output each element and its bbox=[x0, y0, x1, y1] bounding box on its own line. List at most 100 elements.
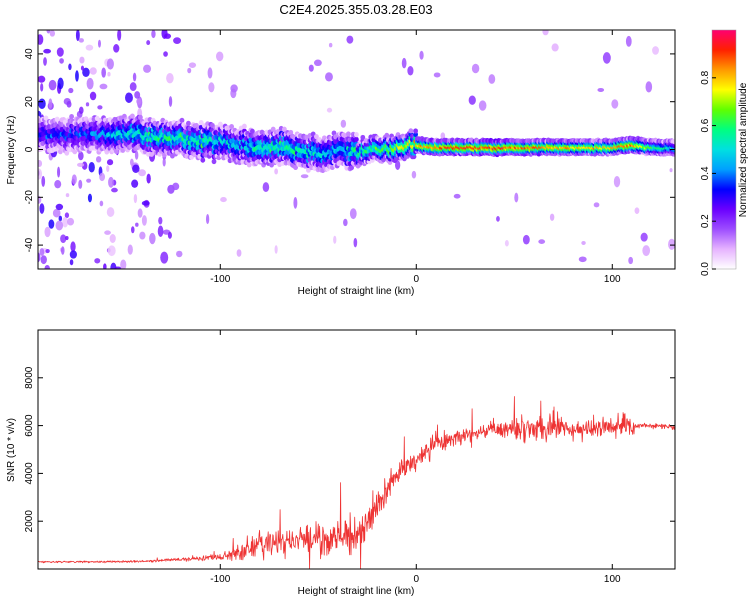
spectrogram-noise-cell bbox=[39, 248, 45, 256]
spectrogram-noise-cell bbox=[163, 33, 172, 39]
spectrogram-noise-cell bbox=[488, 74, 496, 84]
spectrogram-noise-cell bbox=[103, 263, 107, 269]
spectrogram-noise-cell bbox=[120, 259, 127, 269]
spectrogram-noise-cell bbox=[625, 35, 632, 47]
spectrogram-noise-cell bbox=[236, 249, 242, 257]
spectrogram-ridge-cell bbox=[413, 128, 418, 134]
spectrogram-noise-cell bbox=[69, 250, 77, 259]
spectrogram-noise-cell bbox=[176, 250, 183, 258]
spectrogram-noise-cell bbox=[440, 132, 446, 140]
spectrogram-noise-cell bbox=[68, 63, 72, 71]
spectrogram-noise-cell bbox=[149, 232, 156, 245]
snr-xtick-label: 0 bbox=[413, 574, 419, 585]
spectrogram-noise-cell bbox=[645, 81, 653, 93]
spectrogram-noise-cell bbox=[187, 67, 192, 74]
spectrogram-noise-cell bbox=[346, 35, 354, 44]
spectrogram-ridge-cell bbox=[384, 132, 390, 138]
spectrogram-noise-cell bbox=[40, 83, 44, 92]
spectrogram-noise-cell bbox=[146, 173, 151, 184]
spectrogram-noise-cell bbox=[109, 234, 116, 243]
spectrogram-noise-cell bbox=[59, 58, 64, 64]
spectrogram-noise-cell bbox=[48, 98, 53, 109]
spectrogram-noise-cell bbox=[137, 208, 143, 218]
spectrogram-noise-cell bbox=[125, 92, 133, 103]
spectrogram-noise-cell bbox=[160, 251, 169, 264]
spectrogram-noise-cell bbox=[151, 30, 156, 39]
colorbar-label: Normalized spectral amplitude bbox=[738, 82, 749, 217]
spectrogram-noise-cell bbox=[38, 159, 43, 168]
spectrogram-noise-cell bbox=[433, 72, 441, 78]
spectrogram-noise-cell bbox=[88, 161, 95, 173]
spectrogram-noise-cell bbox=[134, 150, 139, 160]
spectrogram-noise-cell bbox=[551, 43, 559, 52]
spectrogram-noise-cell bbox=[107, 71, 111, 77]
spectrogram-noise-cell bbox=[106, 207, 115, 218]
spectrogram-noise-cell bbox=[80, 65, 85, 71]
spectrogram-noise-cell bbox=[106, 165, 110, 173]
spectrogram-noise-cell bbox=[60, 246, 65, 255]
spectrogram-noise-cell bbox=[208, 82, 215, 93]
spectrogram-noise-cell bbox=[99, 172, 106, 182]
spectrogram-noise-cell bbox=[593, 202, 600, 208]
spectrogram-noise-cell bbox=[496, 215, 500, 222]
spectrogram-noise-cell bbox=[158, 216, 163, 225]
spectrogram-noise-cell bbox=[138, 169, 146, 177]
spectrogram-noise-cell bbox=[127, 244, 133, 255]
colorbar-tick-label: 0.6 bbox=[700, 118, 711, 132]
spectrogram-noise-cell bbox=[86, 77, 94, 90]
spectrogram-noise-cell bbox=[328, 42, 333, 48]
spectrogram-noise-cell bbox=[172, 182, 180, 191]
spectrogram-noise-cell bbox=[340, 119, 347, 128]
spectrogram-noise-cell bbox=[602, 52, 611, 64]
spectrogram-noise-cell bbox=[78, 179, 83, 189]
spectrogram-noise-cell bbox=[349, 208, 357, 220]
spectrogram-noise-cell bbox=[60, 234, 67, 243]
spectrogram-noise-cell bbox=[157, 225, 164, 237]
spectrogram-xtick-label: 100 bbox=[604, 274, 621, 285]
spectrogram-noise-cell bbox=[207, 67, 213, 79]
spectrogram-noise-cell bbox=[205, 213, 210, 225]
spectrogram-ridge-cell bbox=[200, 157, 206, 163]
spectrogram-ridge-cell bbox=[360, 134, 366, 141]
spectrogram-noise-cell bbox=[129, 82, 137, 92]
spectrogram-noise-cell bbox=[85, 44, 94, 51]
spectrogram-noise-cell bbox=[131, 226, 135, 234]
spectrogram-ridge-cell bbox=[354, 132, 359, 138]
spectrogram-noise-cell bbox=[313, 59, 322, 67]
spectrogram-noise-cell bbox=[453, 193, 461, 199]
snr-xlabel: Height of straight line (km) bbox=[298, 586, 415, 597]
spectrogram-noise-cell bbox=[578, 256, 587, 263]
spectrogram-noise-cell bbox=[542, 30, 549, 36]
spectrogram-noise-cell bbox=[669, 168, 673, 173]
spectrogram-noise-cell bbox=[64, 212, 70, 219]
snr-plot-area bbox=[38, 330, 675, 569]
chart-title: C2E4.2025.355.03.28.E03 bbox=[279, 2, 432, 17]
spectrogram-ridge-cell bbox=[198, 120, 204, 126]
spectrogram-noise-cell bbox=[95, 156, 102, 163]
spectrogram-ridge-cell bbox=[349, 165, 354, 171]
spectrogram-noise-cell bbox=[634, 207, 640, 214]
spectrogram-noise-cell bbox=[141, 215, 147, 226]
spectrogram-noise-cell bbox=[78, 151, 84, 161]
spectrogram-noise-cell bbox=[407, 66, 414, 76]
spectrogram-noise-cell bbox=[166, 72, 174, 84]
snr-frame bbox=[37, 329, 676, 570]
spectrogram-noise-cell bbox=[478, 100, 487, 111]
spectrogram-noise-cell bbox=[353, 237, 358, 248]
snr-panel: -100 0 100 2000 4000 6000 8000 Height of strai… bbox=[6, 329, 676, 597]
spectrogram-noise-cell bbox=[143, 64, 152, 73]
spectrogram-noise-cell bbox=[87, 193, 93, 203]
spectrogram-noise-cell bbox=[188, 62, 197, 68]
snr-xtick-label: -100 bbox=[210, 574, 230, 585]
spectrogram-noise-cell bbox=[395, 160, 401, 170]
spectrogram-ytick-label: -20 bbox=[24, 190, 35, 205]
spectrogram-noise-cell bbox=[70, 241, 76, 252]
spectrogram-noise-cell bbox=[131, 179, 139, 188]
spectrogram-ridge-cell bbox=[130, 113, 135, 119]
spectrogram-noise-cell bbox=[628, 256, 634, 265]
spectrogram-panel: -100 0 100 -40 -20 0 20 40 Height of straight l… bbox=[6, 29, 676, 297]
spectrogram-noise-cell bbox=[114, 266, 122, 269]
spectrogram-noise-cell bbox=[69, 259, 74, 266]
spectrogram-noise-cell bbox=[162, 157, 166, 167]
spectrogram-noise-cell bbox=[68, 87, 74, 94]
